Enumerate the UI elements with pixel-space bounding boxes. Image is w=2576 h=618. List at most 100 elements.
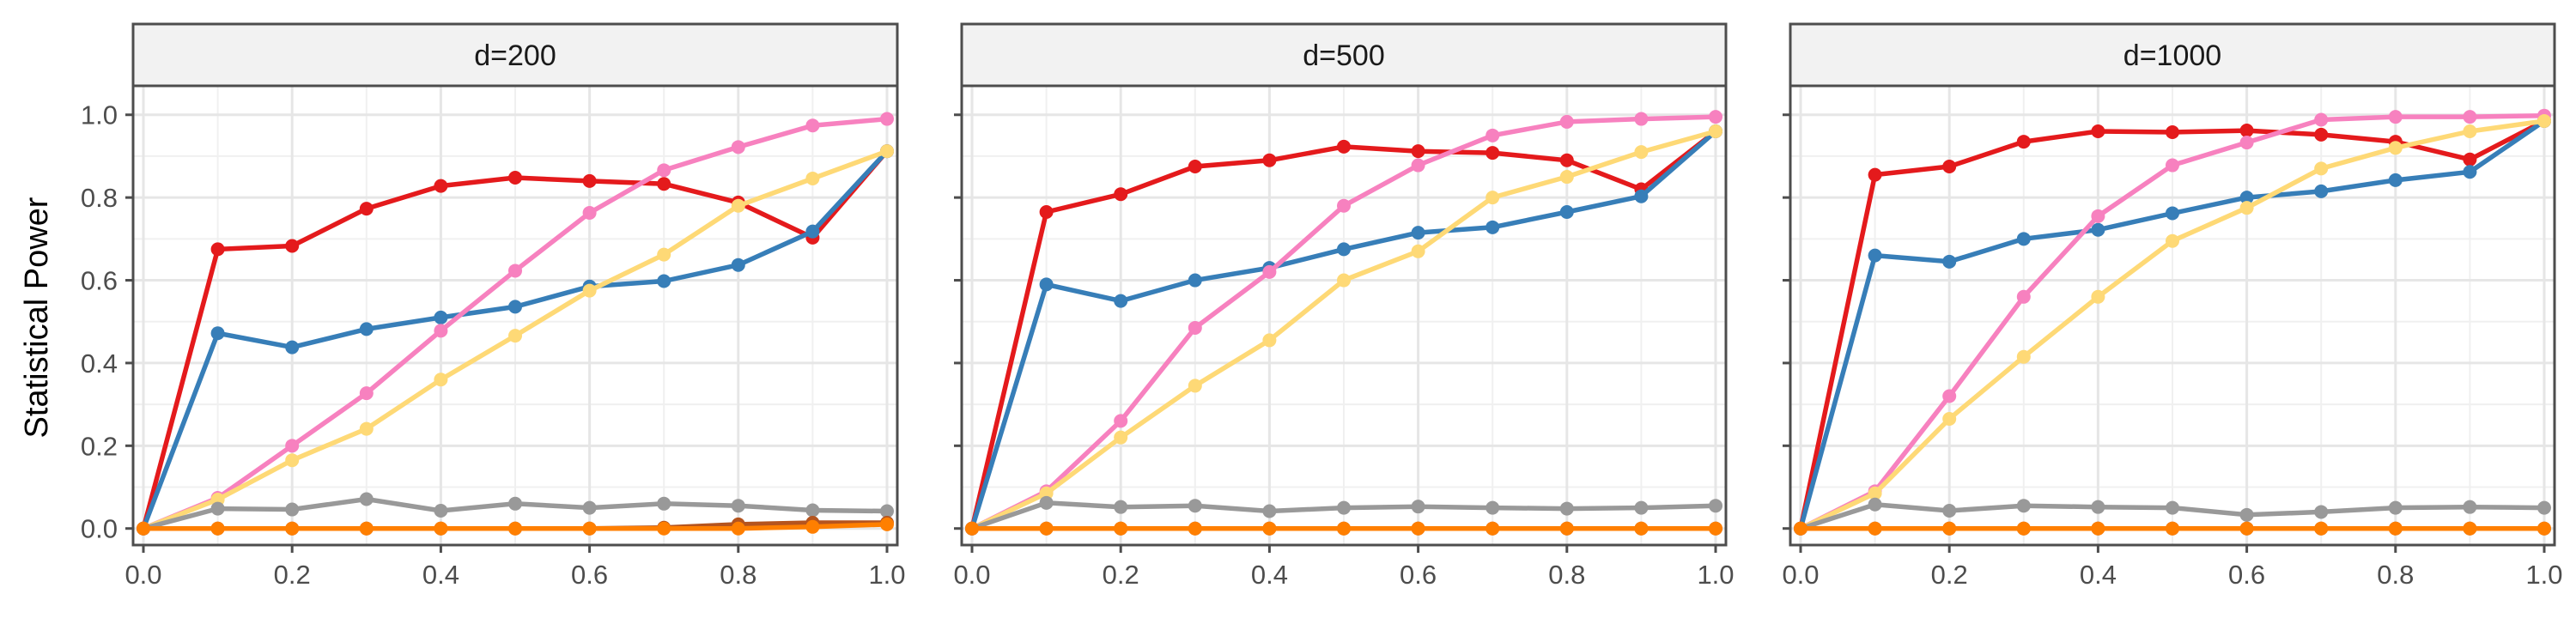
data-point xyxy=(2463,521,2477,536)
data-point xyxy=(2314,112,2329,127)
y-axis-title: Statistical Power xyxy=(19,197,55,438)
data-point xyxy=(731,521,745,536)
data-point xyxy=(434,310,448,324)
y-tick-label: 0.2 xyxy=(81,431,118,461)
x-tick-label: 0.6 xyxy=(571,560,608,590)
data-point xyxy=(2463,124,2477,139)
y-tick-label: 1.0 xyxy=(81,100,118,130)
data-point xyxy=(434,373,448,387)
data-point xyxy=(1188,273,1202,288)
data-point xyxy=(1942,254,1957,269)
data-point xyxy=(582,521,597,536)
data-point xyxy=(880,144,894,159)
data-point xyxy=(2314,127,2329,142)
data-point xyxy=(137,521,150,536)
data-point xyxy=(1559,170,1574,185)
data-point xyxy=(359,202,374,216)
data-point xyxy=(2463,165,2477,179)
y-tick-label: 0.8 xyxy=(81,183,118,213)
facet-panel: d=200 0.0 0.2 0.4 0.6 0.8 1.0 0.0 0.2 0.4 0.6 0.8 1.… xyxy=(81,22,906,590)
data-point xyxy=(2388,110,2403,124)
data-point xyxy=(657,496,671,511)
data-point xyxy=(1485,191,1500,205)
data-point xyxy=(1485,500,1500,515)
data-point xyxy=(1114,500,1128,514)
data-point xyxy=(965,521,979,536)
data-point xyxy=(1709,499,1722,513)
data-point xyxy=(1114,430,1128,445)
x-tick-label: 0.4 xyxy=(1251,560,1288,590)
data-point xyxy=(285,239,300,253)
data-point xyxy=(1337,139,1351,154)
data-point xyxy=(359,421,374,436)
data-point xyxy=(1868,486,1882,500)
data-point xyxy=(1188,521,1202,536)
data-point xyxy=(1114,414,1128,428)
data-point xyxy=(210,521,225,536)
facet-title: d=500 xyxy=(1303,39,1385,72)
data-point xyxy=(2091,500,2105,514)
data-point xyxy=(805,519,820,534)
data-point xyxy=(805,503,820,518)
data-point xyxy=(434,503,448,518)
data-point xyxy=(434,179,448,193)
data-point xyxy=(2166,124,2179,139)
data-point xyxy=(2537,521,2551,536)
data-point xyxy=(1485,521,1500,536)
x-tick-label: 0.8 xyxy=(1548,560,1585,590)
data-point xyxy=(1039,277,1054,292)
data-point xyxy=(1114,187,1128,202)
data-point xyxy=(1485,128,1500,142)
data-point xyxy=(2016,232,2031,246)
data-point xyxy=(1337,521,1351,536)
data-point xyxy=(2314,161,2329,176)
data-point xyxy=(2091,222,2105,237)
data-point xyxy=(1485,146,1500,161)
data-point xyxy=(1411,226,1425,240)
facet-panel: d=1000 0.0 0.2 0.4 0.6 0.8 1.0 xyxy=(1782,22,2563,590)
data-point xyxy=(1039,495,1054,510)
data-point xyxy=(508,300,522,314)
data-point xyxy=(1634,112,1649,126)
data-point xyxy=(805,224,820,239)
data-point xyxy=(1262,153,1277,167)
data-point xyxy=(1634,145,1649,160)
x-tick-label: 0.8 xyxy=(2377,560,2414,590)
data-point xyxy=(1114,294,1128,308)
data-point xyxy=(731,198,745,213)
data-point xyxy=(434,324,448,338)
data-point xyxy=(1634,189,1649,203)
data-point xyxy=(2239,124,2254,138)
data-point xyxy=(508,264,522,278)
data-point xyxy=(285,340,300,354)
data-point xyxy=(508,496,522,511)
data-point xyxy=(1337,242,1351,257)
data-point xyxy=(582,173,597,188)
data-point xyxy=(1337,273,1351,288)
data-point xyxy=(582,500,597,515)
x-tick-label: 0.4 xyxy=(422,560,459,590)
y-tick-label: 0.4 xyxy=(81,348,118,379)
data-point xyxy=(1411,521,1425,536)
data-point xyxy=(1709,110,1722,124)
data-point xyxy=(657,521,671,536)
data-point xyxy=(2463,152,2477,167)
data-point xyxy=(1634,521,1649,536)
data-point xyxy=(2314,521,2329,536)
data-point xyxy=(1485,220,1500,234)
facet-strip xyxy=(960,22,1728,88)
data-point xyxy=(359,492,374,506)
x-tick-label: 0.6 xyxy=(1400,560,1437,590)
data-point xyxy=(1411,158,1425,173)
data-point xyxy=(805,118,820,133)
data-point xyxy=(1559,205,1574,220)
data-point xyxy=(2166,521,2179,536)
data-point xyxy=(1039,205,1054,220)
data-point xyxy=(657,247,671,262)
facet-title: d=200 xyxy=(474,39,556,72)
data-point xyxy=(1868,248,1882,263)
data-point xyxy=(1942,503,1957,518)
data-point xyxy=(1262,521,1277,536)
data-point xyxy=(1868,497,1882,512)
